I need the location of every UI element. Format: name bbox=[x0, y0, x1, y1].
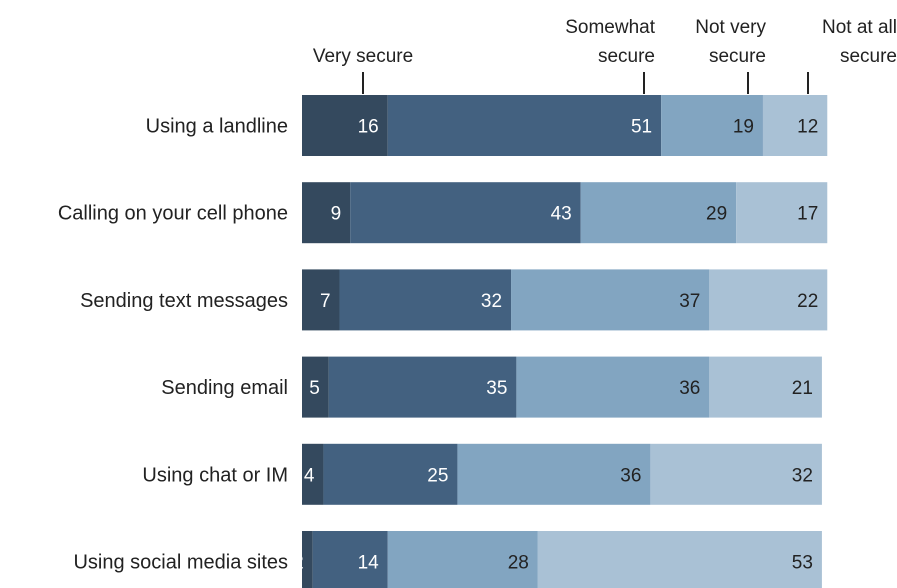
bar-using-a-landline-not-at-all-secure bbox=[762, 95, 828, 156]
bar-sending-text-messages-somewhat-secure bbox=[339, 269, 512, 331]
value-label-using-chat-or-im-not-at-all-secure: 32 bbox=[792, 465, 813, 486]
bar-using-a-landline-somewhat-secure bbox=[387, 95, 662, 156]
bar-using-chat-or-im-somewhat-secure bbox=[323, 443, 458, 505]
value-label-sending-text-messages-somewhat-secure: 32 bbox=[481, 291, 502, 312]
legend-label-very-secure: Very secure bbox=[313, 46, 413, 67]
bar-calling-on-your-cell-phone-not-at-all-secure bbox=[736, 182, 828, 244]
bar-sending-text-messages-not-very-secure bbox=[511, 269, 710, 331]
bar-sending-text-messages-not-at-all-secure bbox=[709, 269, 828, 331]
bar-using-chat-or-im-not-at-all-secure bbox=[650, 443, 822, 505]
legend-label-not-very-secure: Not very secure bbox=[695, 17, 766, 67]
bar-sending-text-messages-very-secure bbox=[302, 269, 340, 331]
value-label-calling-on-your-cell-phone-not-very-secure: 29 bbox=[706, 204, 727, 225]
bar-calling-on-your-cell-phone-very-secure bbox=[302, 182, 351, 244]
bar-calling-on-your-cell-phone-not-very-secure bbox=[580, 182, 737, 244]
value-label-using-chat-or-im-not-very-secure: 36 bbox=[620, 465, 641, 486]
value-label-calling-on-your-cell-phone-not-at-all-secure: 17 bbox=[797, 204, 818, 225]
bar-using-chat-or-im-not-very-secure bbox=[457, 443, 651, 505]
bar-using-social-media-sites-very-secure bbox=[302, 531, 313, 588]
value-label-sending-text-messages-not-at-all-secure: 22 bbox=[797, 291, 818, 312]
value-label-using-social-media-sites-not-at-all-secure: 53 bbox=[792, 553, 813, 574]
bar-sending-email-not-very-secure bbox=[516, 356, 710, 418]
category-label-calling-on-your-cell-phone: Calling on your cell phone bbox=[58, 203, 288, 225]
bar-using-chat-or-im-very-secure bbox=[302, 443, 324, 505]
value-label-using-social-media-sites-very-secure: 2 bbox=[293, 553, 304, 574]
category-label-using-social-media-sites: Using social media sites bbox=[73, 552, 288, 574]
value-label-calling-on-your-cell-phone-somewhat-secure: 43 bbox=[551, 204, 572, 225]
value-label-using-a-landline-very-secure: 16 bbox=[358, 117, 379, 138]
bar-using-a-landline-very-secure bbox=[302, 95, 388, 156]
value-label-using-chat-or-im-very-secure: 4 bbox=[304, 465, 315, 486]
legend: Very secure Somewhat secure Not very secure N… bbox=[313, 17, 897, 94]
value-label-sending-text-messages-not-very-secure: 37 bbox=[679, 291, 700, 312]
bar-using-social-media-sites-not-very-secure bbox=[387, 531, 538, 588]
category-label-using-a-landline: Using a landline bbox=[146, 116, 288, 138]
value-label-sending-email-not-at-all-secure: 21 bbox=[792, 378, 813, 399]
value-label-using-a-landline-somewhat-secure: 51 bbox=[631, 117, 652, 138]
bar-using-social-media-sites-not-at-all-secure bbox=[537, 531, 822, 588]
bar-sending-email-very-secure bbox=[302, 356, 329, 418]
category-label-sending-text-messages: Sending text messages bbox=[80, 290, 288, 312]
bar-using-a-landline-not-very-secure bbox=[661, 95, 763, 156]
value-labels: 16 51 19 129 43 29 177 32 37 225 35 36 214 25 36 322 14 2… bbox=[293, 117, 818, 574]
category-label-using-chat-or-im: Using chat or IM bbox=[142, 464, 288, 486]
value-label-using-a-landline-not-at-all-secure: 12 bbox=[797, 117, 818, 138]
value-label-using-social-media-sites-somewhat-secure: 14 bbox=[358, 553, 380, 574]
value-label-using-chat-or-im-somewhat-secure: 25 bbox=[427, 465, 448, 486]
value-label-using-a-landline-not-very-secure: 19 bbox=[733, 117, 754, 138]
value-label-sending-text-messages-very-secure: 7 bbox=[320, 291, 331, 312]
bar-sending-email-not-at-all-secure bbox=[709, 356, 822, 418]
category-labels: Using a landline Calling on your cell pho… bbox=[58, 116, 288, 574]
bars bbox=[302, 95, 828, 588]
bar-sending-email-somewhat-secure bbox=[328, 356, 517, 418]
value-label-sending-email-very-secure: 5 bbox=[309, 378, 320, 399]
value-label-sending-email-somewhat-secure: 35 bbox=[486, 378, 507, 399]
value-label-using-social-media-sites-not-very-secure: 28 bbox=[508, 553, 529, 574]
value-label-calling-on-your-cell-phone-very-secure: 9 bbox=[331, 204, 342, 225]
category-label-sending-email: Sending email bbox=[161, 377, 288, 399]
legend-label-not-at-all-secure: Not at all secure bbox=[822, 17, 897, 67]
bar-calling-on-your-cell-phone-somewhat-secure bbox=[350, 182, 581, 244]
bar-using-social-media-sites-somewhat-secure bbox=[312, 531, 388, 588]
value-label-sending-email-not-very-secure: 36 bbox=[679, 378, 700, 399]
legend-label-somewhat-secure: Somewhat secure bbox=[565, 17, 655, 67]
